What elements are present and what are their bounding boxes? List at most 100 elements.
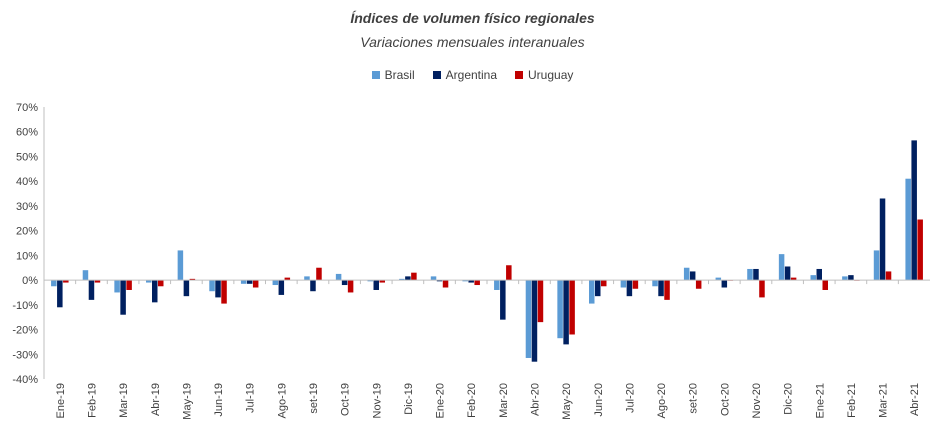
bar-uruguay-jul-19 (252, 280, 259, 288)
bar-brasil-abr-19 (146, 280, 152, 283)
bar-argentina-nov-19 (373, 280, 379, 290)
bar-argentina-may-19 (183, 280, 190, 297)
legend-swatch (432, 71, 441, 79)
bar-argentina-ene-20 (436, 280, 443, 282)
legend-label: Brasil (384, 68, 415, 82)
legend-swatch (515, 71, 524, 79)
bar-uruguay-abr-21 (917, 219, 923, 281)
bar-brasil-mar-19 (114, 280, 120, 293)
bar-brasil-may-19 (177, 250, 184, 281)
bar-argentina-ene-19 (57, 280, 63, 308)
bar-uruguay-ene-21 (822, 280, 828, 290)
bar-uruguay-jul-20 (632, 280, 639, 289)
bar-brasil-ene-20 (430, 276, 437, 281)
x-tick-label: Jul-19 (245, 383, 257, 413)
x-tick-label: set-20 (688, 383, 700, 414)
bar-brasil-jul-19 (240, 280, 247, 284)
bar-brasil-may-20 (557, 280, 563, 339)
bar-argentina-may-20 (563, 280, 569, 345)
bar-argentina-ago-20 (658, 280, 664, 297)
y-tick-label: -10% (12, 300, 38, 312)
bar-argentina-jun-20 (595, 280, 601, 297)
bar-uruguay-ene-20 (442, 280, 449, 288)
bar-brasil-nov-19 (367, 280, 373, 282)
bar-brasil-abr-21 (905, 178, 911, 281)
x-tick-label: Mar-19 (118, 383, 130, 418)
x-tick-label: Dic-19 (403, 383, 415, 415)
x-tick-label: Oct-19 (340, 383, 352, 416)
bar-brasil-abr-20 (525, 280, 532, 358)
x-tick-label: Feb-20 (466, 383, 478, 418)
bar-argentina-mar-19 (120, 280, 126, 315)
legend-item-brasil: Brasil (371, 68, 415, 82)
legend-item-uruguay: Uruguay (515, 68, 573, 82)
chart-subtitle: Variaciones mensuales interanuales (360, 34, 585, 50)
bar-argentina-oct-20 (721, 280, 728, 288)
legend-item-argentina: Argentina (432, 68, 498, 82)
x-tick-label: Oct-20 (719, 383, 731, 416)
bar-brasil-oct-20 (715, 277, 722, 281)
chart-legend: Brasil Argentina Uruguay (0, 68, 945, 82)
x-tick-label: Abr-21 (909, 383, 921, 416)
bar-argentina-dic-20 (784, 266, 791, 281)
x-tick-label: Feb-19 (86, 383, 98, 418)
bar-brasil-nov-20 (747, 268, 753, 281)
y-tick-label: 20% (16, 226, 38, 238)
bar-argentina-ene-21 (816, 268, 822, 281)
x-tick-label: Ago-19 (276, 383, 288, 418)
x-tick-label: Mar-21 (878, 383, 890, 418)
x-tick-label: Abr-19 (150, 383, 162, 416)
legend-swatch (371, 71, 380, 79)
bar-uruguay-feb-20 (474, 280, 480, 286)
bar-argentina-jun-19 (215, 280, 221, 298)
y-tick-label: 30% (16, 201, 38, 213)
bar-brasil-set-20 (683, 267, 690, 281)
bar-argentina-mar-20 (500, 280, 506, 320)
bar-brasil-jun-20 (589, 280, 595, 304)
bar-uruguay-ago-20 (664, 280, 670, 300)
bar-argentina-oct-19 (341, 280, 348, 286)
x-tick-label: Ene-21 (814, 383, 826, 418)
bar-brasil-feb-19 (82, 270, 89, 281)
bar-uruguay-jun-20 (601, 280, 607, 287)
bar-brasil-jun-19 (209, 280, 215, 292)
bar-uruguay-dic-19 (411, 272, 417, 281)
y-tick-label: 50% (16, 151, 38, 163)
y-tick-label: 40% (16, 176, 38, 188)
bar-brasil-ago-20 (652, 280, 658, 287)
legend-label: Argentina (445, 68, 498, 82)
bar-uruguay-mar-21 (885, 271, 892, 281)
x-tick-label: Nov-19 (371, 383, 383, 418)
x-tick-label: Jul-20 (624, 383, 636, 413)
bar-argentina-ago-19 (278, 280, 285, 295)
x-tick-label: Ago-20 (656, 383, 668, 418)
bar-argentina-set-19 (310, 280, 316, 292)
bar-brasil-set-19 (304, 276, 310, 281)
x-tick-label: Ene-19 (55, 383, 67, 418)
bar-uruguay-may-19 (189, 278, 196, 281)
bar-uruguay-abr-20 (537, 280, 544, 323)
y-tick-label: 10% (16, 250, 38, 262)
x-tick-label: Abr-20 (529, 383, 541, 416)
bar-argentina-abr-19 (152, 280, 158, 303)
x-tick-label: Ene-20 (435, 383, 447, 418)
x-tick-label: Nov-20 (751, 383, 763, 418)
x-tick-label: set-19 (308, 383, 320, 414)
bar-argentina-feb-19 (88, 280, 95, 300)
bar-uruguay-ago-19 (284, 277, 291, 281)
bar-argentina-nov-20 (753, 268, 759, 281)
legend-label: Uruguay (528, 68, 574, 82)
bar-brasil-mar-21 (873, 250, 880, 281)
bar-uruguay-mar-19 (126, 280, 132, 290)
bar-uruguay-set-20 (695, 280, 702, 289)
chart-title: Índices de volumen físico regionales (350, 10, 595, 26)
y-tick-label: -20% (12, 325, 38, 337)
bar-uruguay-nov-19 (379, 280, 385, 283)
bar-argentina-jul-20 (626, 280, 633, 297)
bar-argentina-jul-19 (246, 280, 253, 284)
x-tick-label: May-19 (181, 383, 193, 420)
bar-brasil-feb-21 (842, 276, 848, 281)
bar-brasil-ago-19 (272, 280, 279, 286)
bar-brasil-dic-19 (399, 278, 405, 281)
